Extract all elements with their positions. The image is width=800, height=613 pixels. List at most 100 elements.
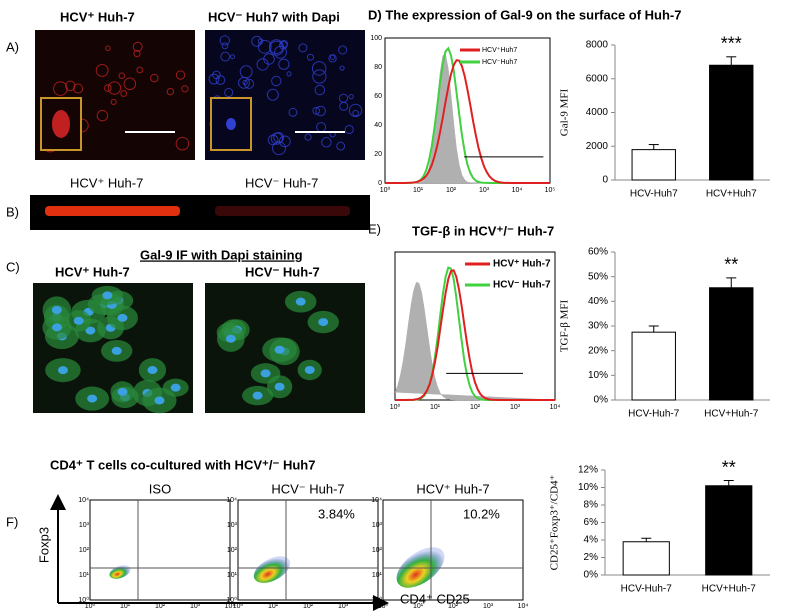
y-axis-label: TGF-β MFI — [559, 299, 571, 352]
nucleus — [117, 313, 128, 322]
cell — [256, 58, 269, 71]
label: HCV⁺ Huh-7 — [60, 9, 135, 24]
y-tick-label: 2000 — [586, 141, 609, 152]
x-tick-label: HCV+Huh-7 — [702, 584, 757, 595]
label: 10⁴ — [226, 497, 237, 504]
y-tick-label: 6000 — [586, 73, 609, 84]
cell — [312, 107, 321, 115]
label: HCV⁺ Huh-7 — [70, 175, 143, 190]
cell — [266, 88, 279, 101]
label: 10¹ — [120, 603, 131, 610]
label: 10⁴ — [78, 497, 89, 504]
cell — [95, 64, 109, 77]
cell — [251, 35, 263, 47]
label: 10¹ — [430, 404, 441, 411]
cell — [242, 79, 248, 86]
cell — [104, 84, 112, 92]
cell — [336, 141, 346, 151]
flow-frame — [89, 499, 231, 601]
y-axis-label: Gal-9 MFI — [559, 88, 571, 136]
annotation: ** — [722, 457, 736, 477]
cell — [280, 40, 289, 48]
label: 10² — [446, 187, 457, 194]
label: 10⁴ — [512, 187, 523, 194]
bar — [631, 331, 676, 401]
band-faint — [215, 206, 350, 216]
annotation: ** — [724, 255, 738, 275]
label: HCV⁻ Huh7 with Dapi — [208, 9, 340, 24]
cell — [219, 35, 230, 46]
cell — [314, 84, 326, 96]
cell — [352, 109, 359, 117]
cell — [175, 136, 190, 151]
cell — [118, 72, 126, 79]
label: D) The expression of Gal-9 on the surfac… — [368, 7, 682, 22]
cell — [150, 73, 159, 83]
label: 10¹ — [413, 187, 424, 194]
bar — [709, 64, 754, 181]
band — [45, 206, 180, 216]
y-tick-label: 20% — [588, 345, 608, 356]
label: CD4⁺ CD25 — [400, 591, 470, 606]
label: 10³ — [79, 522, 90, 529]
cell — [298, 43, 308, 53]
cell — [321, 137, 332, 148]
label: HCV⁺ Huh-7 — [55, 264, 130, 279]
label: 10¹ — [372, 572, 383, 579]
label: 10³ — [227, 522, 238, 529]
inset-cell — [52, 110, 70, 138]
cell — [278, 58, 290, 70]
flow-density — [109, 565, 131, 579]
label: 10³ — [479, 187, 490, 194]
bar — [622, 541, 670, 576]
cell — [220, 51, 231, 62]
cell — [123, 77, 137, 91]
nucleus — [225, 334, 236, 343]
hist-curve — [385, 59, 550, 184]
cell — [107, 81, 122, 95]
label: 10⁰ — [380, 186, 391, 194]
nucleus — [274, 345, 285, 354]
cell — [288, 107, 298, 117]
y-tick-label: 8000 — [586, 40, 609, 51]
cell — [344, 124, 354, 135]
label: 10¹ — [413, 603, 424, 610]
label: 10³ — [483, 603, 494, 610]
label: 10⁴ — [518, 603, 529, 610]
label: 0 — [378, 180, 382, 187]
label: A) — [6, 39, 19, 54]
cell — [110, 98, 117, 106]
label: B) — [6, 204, 19, 219]
cell — [257, 38, 264, 44]
nucleus — [274, 382, 285, 391]
label: 10³ — [190, 603, 201, 610]
cell — [64, 80, 76, 92]
label: 10³ — [372, 522, 383, 529]
cell — [267, 134, 279, 146]
cell — [304, 133, 312, 141]
label: 10⁴ — [225, 603, 236, 610]
cell — [175, 70, 186, 80]
cell — [270, 132, 284, 145]
x-tick-label: HCV-Huh-7 — [628, 409, 680, 420]
y-tick-label: 12% — [578, 465, 598, 476]
x-tick-label: HCV+Huh7 — [706, 189, 757, 200]
flow-density — [253, 556, 291, 583]
label: 10² — [303, 603, 314, 610]
x-tick-label: HCV-Huh-7 — [621, 584, 673, 595]
cell — [328, 54, 337, 63]
nucleus — [57, 366, 68, 375]
label: 10.2% — [463, 506, 500, 521]
nucleus — [304, 365, 315, 374]
cell — [244, 78, 255, 89]
label: HCV⁻ Huh-7 — [271, 481, 344, 496]
label: 3.84% — [318, 506, 355, 521]
y-tick-label: 4000 — [586, 107, 609, 118]
label: HCV⁺Huh7 — [482, 47, 517, 54]
nucleus — [111, 346, 122, 355]
cell — [269, 39, 284, 54]
y-tick-label: 40% — [588, 296, 608, 307]
label: 10² — [227, 547, 238, 554]
nucleus — [102, 291, 113, 300]
